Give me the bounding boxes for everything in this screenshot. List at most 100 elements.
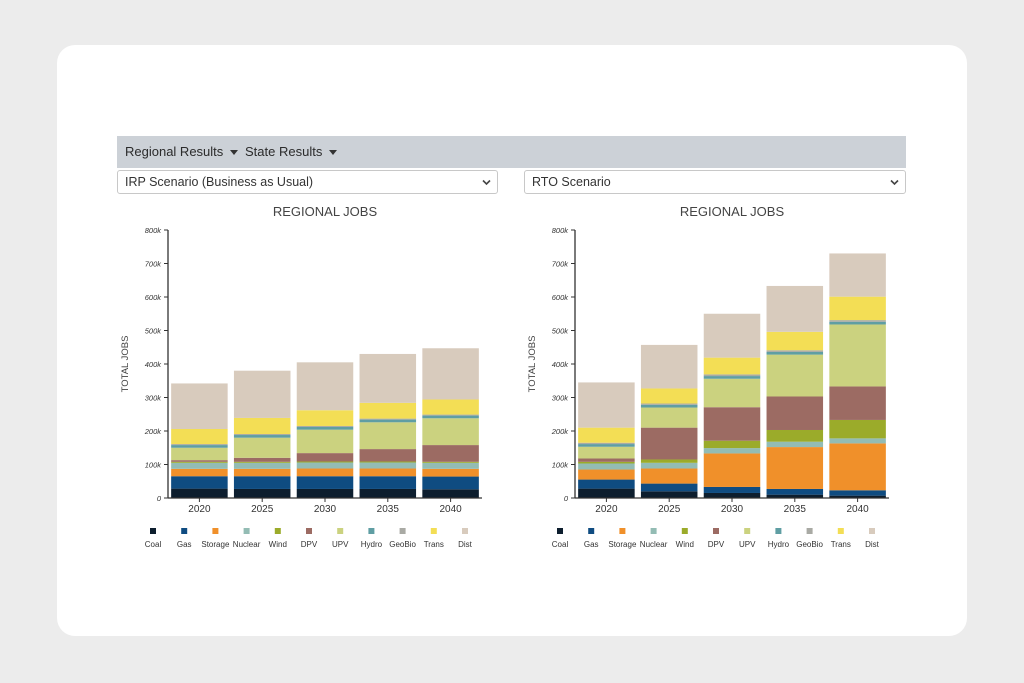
legend-label-trans: Trans <box>424 540 444 549</box>
legend-swatch-hydro <box>368 528 375 534</box>
legend-swatch-dpv <box>713 528 719 534</box>
bar-segment-wind-2030 <box>296 461 354 463</box>
y-tick-label: 700k <box>145 260 163 269</box>
legend-label-storage: Storage <box>608 540 637 549</box>
y-axis-label: TOTAL JOBS <box>527 336 538 393</box>
bar-segment-dist-2030 <box>296 362 354 411</box>
bar-segment-storage-2025 <box>233 468 291 477</box>
legend-label-hydro: Hydro <box>768 540 790 549</box>
legend-label-coal: Coal <box>145 540 162 549</box>
legend-swatch-hydro <box>775 528 782 534</box>
right-scenario-select[interactable]: RTO Scenario <box>524 170 906 194</box>
caret-down-icon <box>329 150 338 156</box>
bar-segment-dpv-2035 <box>766 396 824 430</box>
bar-segment-dist-2025 <box>233 370 291 418</box>
bar-segment-dpv-2030 <box>296 453 354 462</box>
bar-segment-geobio-2030 <box>296 425 354 427</box>
bar-segment-hydro-2025 <box>233 435 291 438</box>
bar-segment-hydro-2040 <box>829 321 886 325</box>
legend-label-geobio: GeoBio <box>796 540 823 549</box>
bar-segment-hydro-2030 <box>703 376 761 379</box>
bar-segment-trans-2040 <box>422 399 479 415</box>
legend-swatch-geobio <box>399 528 406 534</box>
bar-segment-coal-2025 <box>640 491 698 498</box>
bar-segment-upv-2025 <box>640 407 698 428</box>
bar-segment-wind-2040 <box>829 419 886 439</box>
state-results-label: State Results <box>245 144 323 159</box>
left-scenario-value: IRP Scenario (Business as Usual) <box>125 175 314 189</box>
regional-jobs-chart-rto: REGIONAL JOBS TOTAL JOBS 0 100k 200k 300k 400k… <box>527 204 889 549</box>
legend-label-wind: Wind <box>676 540 694 549</box>
x-tick-label: 2020 <box>595 504 618 515</box>
legend-swatch-dist <box>462 528 468 534</box>
legend-label-gas: Gas <box>177 540 192 549</box>
chart-title: REGIONAL JOBS <box>680 204 785 219</box>
y-tick-label: 700k <box>552 260 570 269</box>
legend-label-wind: Wind <box>269 540 287 549</box>
bar-segment-coal-2040 <box>422 489 479 498</box>
bar-segment-gas-2035 <box>766 488 824 495</box>
bar-segment-nuclear-2025 <box>640 462 698 469</box>
y-tick-label: 200k <box>144 427 163 436</box>
legend-swatch-coal <box>557 528 563 534</box>
bar-segment-coal-2020 <box>171 488 228 498</box>
bar-segment-nuclear-2020 <box>578 463 635 470</box>
bar-segment-upv-2020 <box>171 447 228 461</box>
bar-segment-hydro-2030 <box>296 426 354 430</box>
bar-segment-trans-2030 <box>296 410 354 426</box>
bar-segment-dpv-2035 <box>359 449 417 462</box>
bar-segment-dpv-2040 <box>829 386 886 420</box>
legend-label-upv: UPV <box>739 540 756 549</box>
legend-label-dist: Dist <box>458 540 473 549</box>
bar-segment-wind-2020 <box>171 461 228 463</box>
bar-segment-dist-2035 <box>359 353 417 403</box>
bar-segment-gas-2025 <box>233 476 291 489</box>
legend-label-gas: Gas <box>584 540 599 549</box>
bar-segment-dist-2020 <box>171 383 228 429</box>
bar-segment-coal-2035 <box>766 494 824 498</box>
bar-segment-upv-2020 <box>578 446 635 459</box>
bar-segment-gas-2030 <box>703 486 761 493</box>
bar-segment-upv-2040 <box>829 324 886 387</box>
bar-segment-coal-2030 <box>703 492 761 498</box>
bar-segment-coal-2040 <box>829 495 886 498</box>
bar-segment-dist-2025 <box>640 344 698 389</box>
bar-segment-dpv-2025 <box>233 457 291 462</box>
bar-segment-coal-2025 <box>233 488 291 498</box>
left-scenario-select[interactable]: IRP Scenario (Business as Usual) <box>117 170 498 194</box>
y-tick-label: 300k <box>145 394 163 403</box>
bar-segment-geobio-2035 <box>359 418 417 420</box>
bar-segment-hydro-2040 <box>422 415 479 419</box>
legend-label-dpv: DPV <box>708 540 725 549</box>
bar-segment-trans-2030 <box>703 357 761 375</box>
chevron-down-icon <box>482 179 491 186</box>
bar-segment-geobio-2040 <box>829 320 886 322</box>
bar-segment-storage-2020 <box>171 468 228 477</box>
y-tick-label: 500k <box>145 327 163 336</box>
bar-segment-storage-2040 <box>422 468 479 477</box>
x-tick-label: 2035 <box>784 504 807 515</box>
bar-segment-upv-2030 <box>703 378 761 408</box>
x-tick-label: 2030 <box>721 504 744 515</box>
bar-segment-gas-2040 <box>829 490 886 496</box>
x-tick-label: 2030 <box>314 504 337 515</box>
state-results-dropdown[interactable]: State Results <box>245 136 338 168</box>
legend-label-upv: UPV <box>332 540 349 549</box>
regional-results-dropdown[interactable]: Regional Results <box>125 136 239 168</box>
bar-segment-gas-2035 <box>359 476 417 489</box>
legend-swatch-storage <box>212 528 219 534</box>
bar-segment-storage-2020 <box>578 469 635 480</box>
bar-segment-gas-2030 <box>296 476 354 489</box>
x-tick-label: 2020 <box>188 504 211 515</box>
bar-segment-dist-2040 <box>422 348 479 400</box>
bar-segment-nuclear-2035 <box>766 441 824 448</box>
bar-segment-dpv-2020 <box>171 460 228 462</box>
y-tick-label: 300k <box>552 394 570 403</box>
bar-segment-wind-2025 <box>640 459 698 463</box>
bar-segment-coal-2035 <box>359 488 417 498</box>
y-tick-label: 0 <box>157 494 162 503</box>
bar-segment-trans-2020 <box>578 427 635 443</box>
bar-segment-hydro-2035 <box>766 351 824 355</box>
bar-segment-dist-2035 <box>766 285 824 332</box>
legend-swatch-coal <box>150 528 156 534</box>
